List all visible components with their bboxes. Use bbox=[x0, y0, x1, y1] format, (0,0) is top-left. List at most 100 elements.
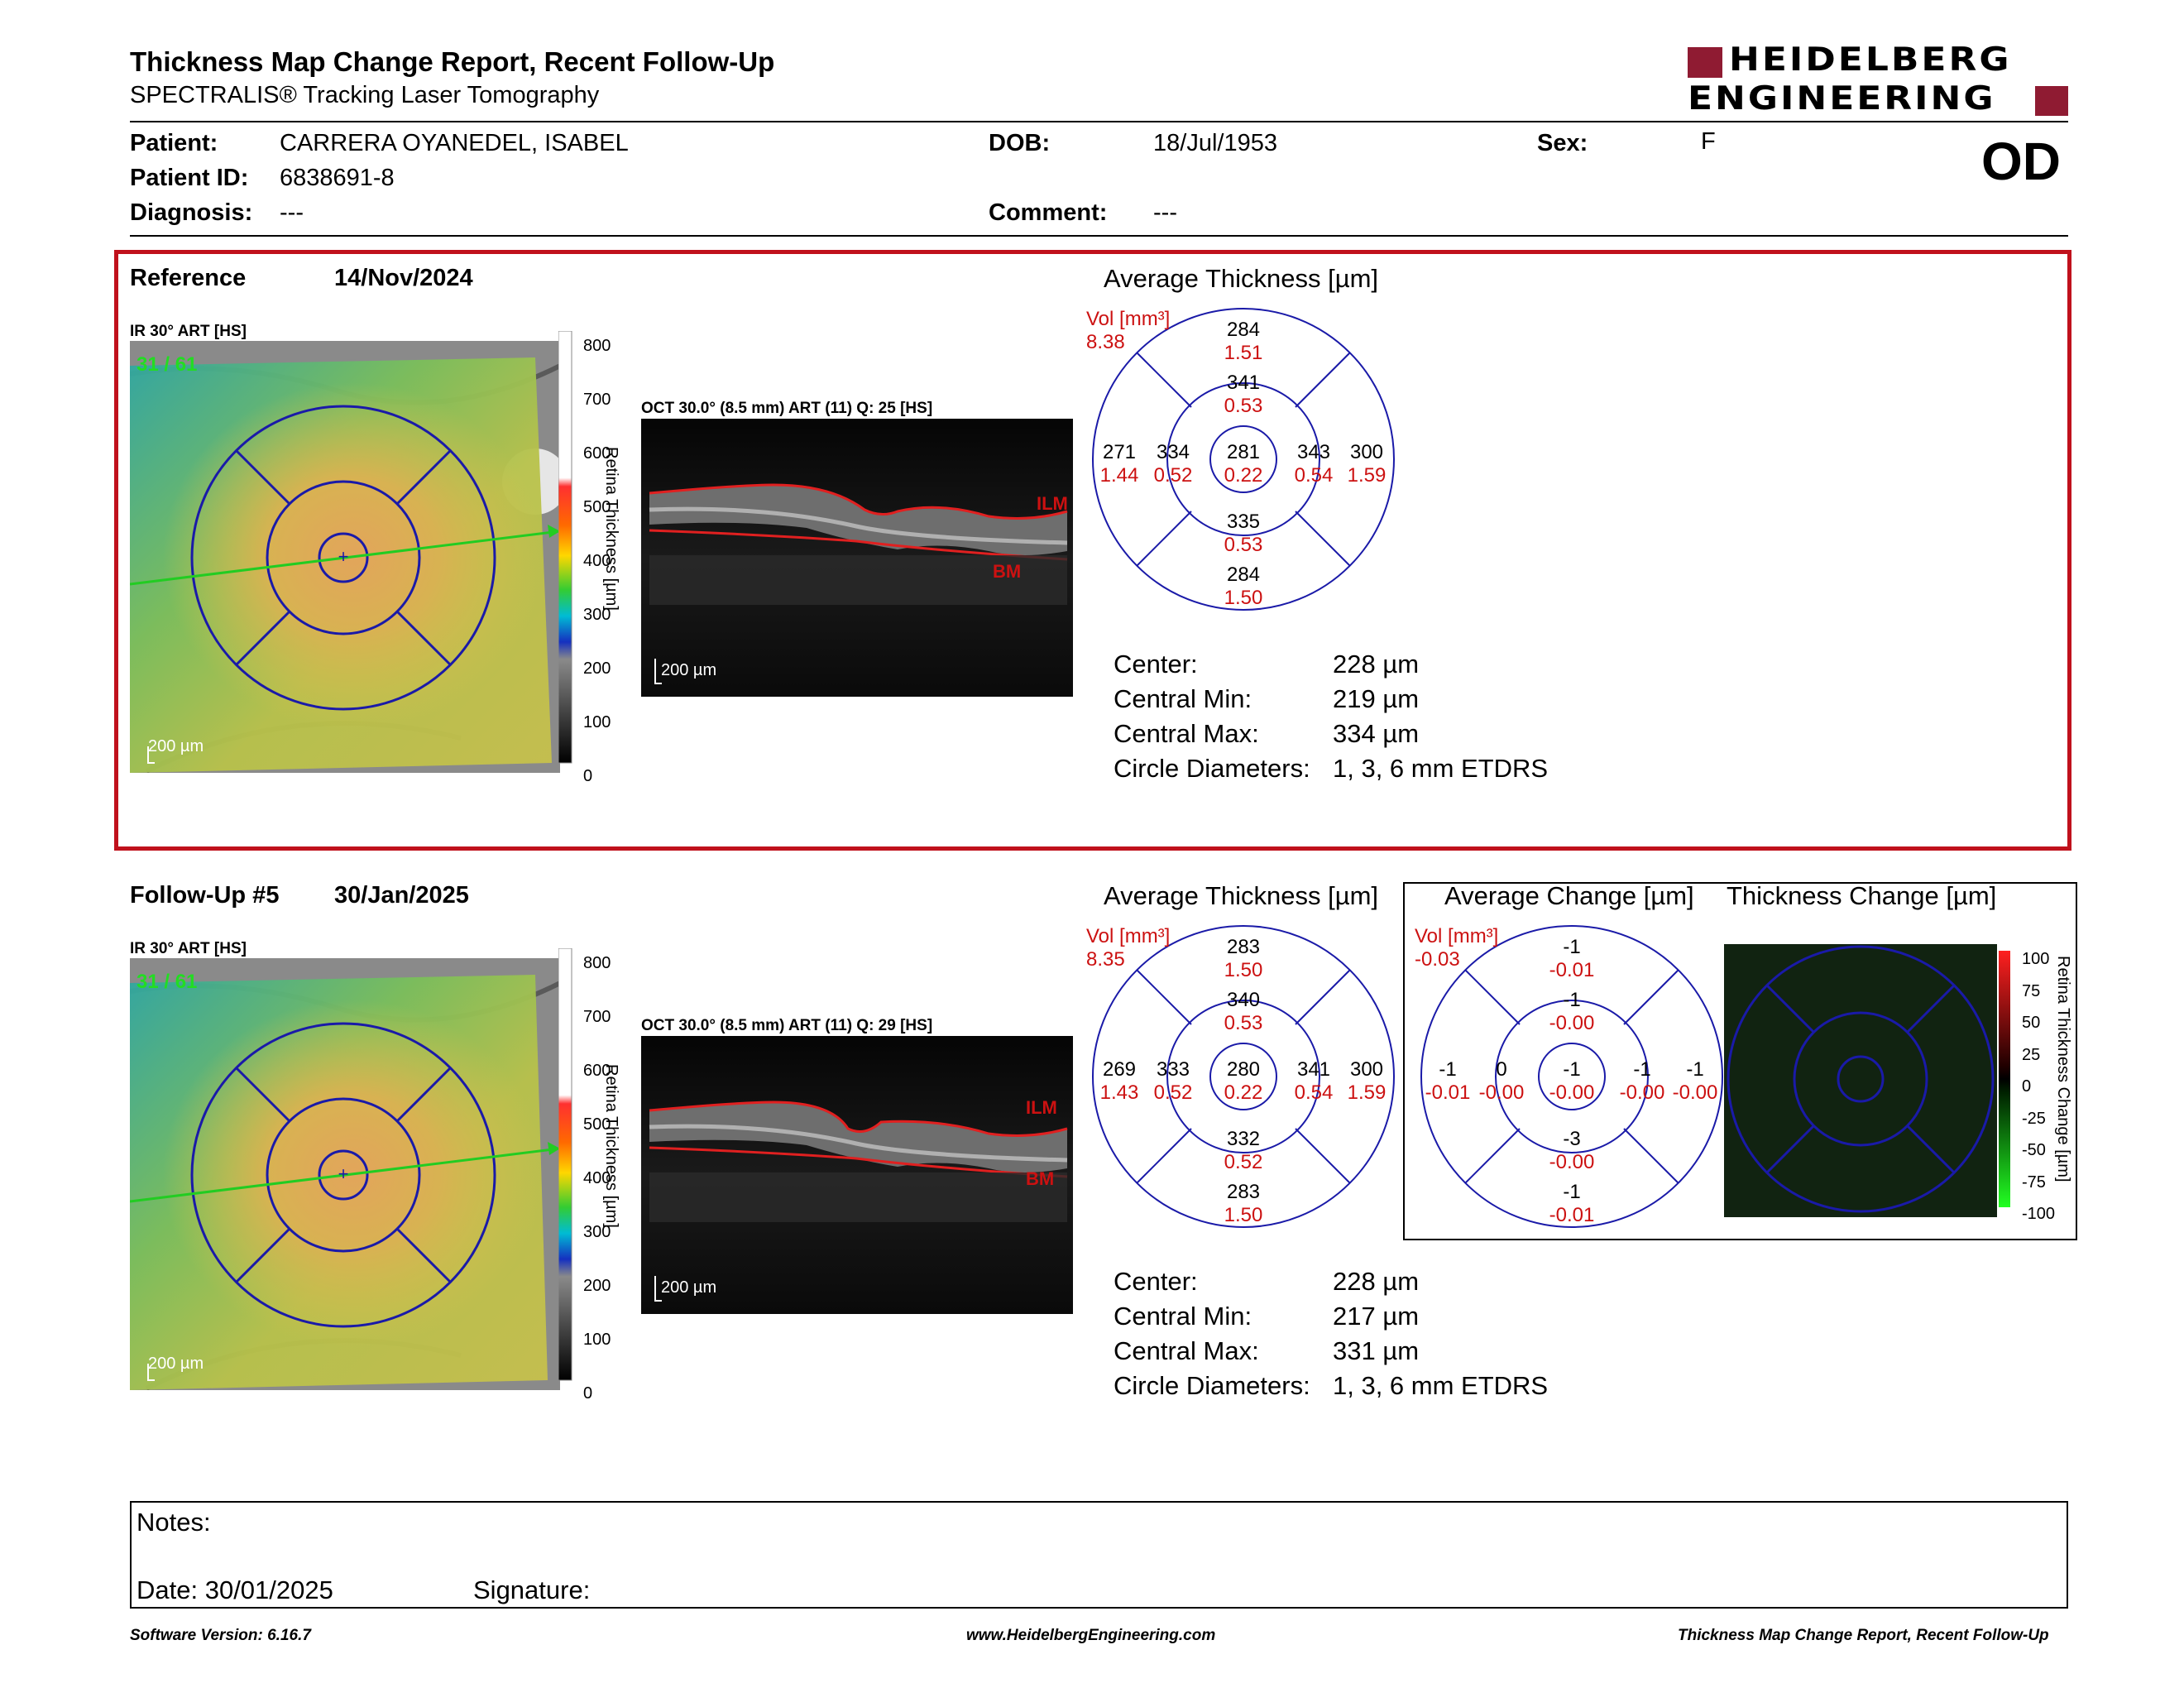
ref-oct-scale: 200 µm bbox=[661, 661, 716, 679]
ref-stats: Center: Central Min: Central Max: Circle… bbox=[1114, 650, 1310, 783]
thickness-change-map bbox=[1724, 944, 2010, 1217]
svg-text:-1: -1 bbox=[1686, 1058, 1703, 1081]
svg-text:-1: -1 bbox=[1563, 936, 1580, 958]
dob-label: DOB: bbox=[989, 130, 1051, 156]
thickness-change-title: Thickness Change [µm] bbox=[1727, 881, 1997, 910]
fu-oct-scale: 200 µm bbox=[661, 1278, 716, 1297]
fu-colorbar bbox=[558, 948, 572, 1381]
svg-text:284: 284 bbox=[1227, 563, 1260, 586]
ref-ir-label: IR 30° ART [HS] bbox=[130, 323, 247, 340]
fu-colorbar-ticks: 800 700 600 500 400 300 200 100 0 bbox=[583, 954, 611, 1403]
svg-text:-0.00: -0.00 bbox=[1549, 1081, 1595, 1104]
change-vol: Vol [mm³] -0.03 bbox=[1415, 925, 1499, 971]
svg-text:341: 341 bbox=[1297, 1058, 1330, 1081]
fu-oct-label: OCT 30.0° (8.5 mm) ART (11) Q: 29 [HS] bbox=[641, 1017, 933, 1034]
svg-text:300: 300 bbox=[1350, 1058, 1383, 1081]
fu-ir-overlay: 31 / 61 bbox=[136, 971, 197, 993]
notes-date: Date: 30/01/2025 bbox=[136, 1575, 333, 1604]
diagnosis-value: --- bbox=[280, 199, 304, 226]
svg-text:+: + bbox=[338, 546, 349, 567]
svg-text:343: 343 bbox=[1297, 441, 1330, 463]
fu-ir-label: IR 30° ART [HS] bbox=[130, 940, 247, 957]
dob-value: 18/Jul/1953 bbox=[1153, 130, 1277, 156]
diagnosis-label: Diagnosis: bbox=[130, 199, 253, 226]
ref-thickness-map: + 31 / 61 200 µm bbox=[130, 341, 560, 773]
reference-frame bbox=[114, 250, 2071, 851]
svg-text:-1: -1 bbox=[1633, 1058, 1650, 1081]
patient-id: 6838691-8 bbox=[280, 165, 395, 191]
comment-label: Comment: bbox=[989, 199, 1108, 226]
avg-change-title: Average Change [µm] bbox=[1444, 881, 1694, 910]
fu-stats-values: 228 µm 217 µm 331 µm 1, 3, 6 mm ETDRS bbox=[1333, 1267, 1549, 1400]
ref-ir-scale: 200 µm bbox=[148, 737, 204, 755]
svg-text:300: 300 bbox=[1350, 441, 1383, 463]
svg-text:+: + bbox=[338, 1163, 349, 1184]
eye-od-label: OD bbox=[1981, 132, 2061, 191]
ref-colorbar-title: Retina Thickness [µm] bbox=[602, 447, 620, 611]
svg-text:-1: -1 bbox=[1563, 989, 1580, 1011]
svg-text:334: 334 bbox=[1157, 441, 1190, 463]
svg-text:0.53: 0.53 bbox=[1224, 534, 1263, 556]
ref-vol: Vol [mm³] 8.38 bbox=[1086, 308, 1171, 353]
fu-bm-label: BM bbox=[1026, 1168, 1054, 1189]
ref-etdrs-grid: 284 1.51 341 0.53 281 0.22 335 0.53 284 … bbox=[1092, 308, 1395, 611]
svg-text:1.51: 1.51 bbox=[1224, 342, 1263, 364]
svg-text:0.52: 0.52 bbox=[1224, 1151, 1263, 1173]
ref-colorbar bbox=[558, 331, 572, 764]
fu-oct-image: ILM BM 200 µm bbox=[641, 1036, 1073, 1314]
logo-text-line1: HEIDELBERG bbox=[1729, 41, 2012, 79]
ref-bm-label: BM bbox=[993, 561, 1021, 582]
svg-text:332: 332 bbox=[1227, 1128, 1260, 1150]
footer-website-link[interactable]: www.HeidelbergEngineering.com bbox=[966, 1627, 1216, 1644]
svg-text:283: 283 bbox=[1227, 936, 1260, 958]
followup-date: 30/Jan/2025 bbox=[334, 882, 469, 909]
svg-text:0.54: 0.54 bbox=[1295, 464, 1334, 487]
change-etdrs-grid: -1 -0.01 -1 -0.00 -1 -0.00 -3 -0.00 -1 -… bbox=[1420, 925, 1723, 1228]
svg-text:1.43: 1.43 bbox=[1100, 1081, 1139, 1104]
comment-value: --- bbox=[1153, 199, 1177, 226]
ref-avg-thickness-title: Average Thickness [µm] bbox=[1104, 264, 1379, 293]
svg-text:-0.00: -0.00 bbox=[1673, 1081, 1718, 1104]
svg-text:1.44: 1.44 bbox=[1100, 464, 1139, 487]
svg-text:0.52: 0.52 bbox=[1154, 1081, 1193, 1104]
reference-date: 14/Nov/2024 bbox=[334, 265, 473, 291]
svg-text:-0.01: -0.01 bbox=[1549, 959, 1595, 981]
change-colorbar-title: Retina Thickness Change [µm] bbox=[2054, 956, 2072, 1182]
ref-colorbar-ticks: 800 700 600 500 400 300 200 100 0 bbox=[583, 337, 611, 785]
footer-software-version: Software Version: 6.16.7 bbox=[130, 1627, 311, 1644]
svg-text:0.22: 0.22 bbox=[1224, 1081, 1263, 1104]
footer-report-name: Thickness Map Change Report, Recent Foll… bbox=[1678, 1627, 2049, 1644]
sex-value: F bbox=[1701, 128, 1716, 155]
svg-text:-1: -1 bbox=[1439, 1058, 1456, 1081]
svg-text:-0.00: -0.00 bbox=[1479, 1081, 1525, 1104]
svg-text:280: 280 bbox=[1227, 1058, 1260, 1081]
fu-stats: Center: Central Min: Central Max: Circle… bbox=[1114, 1267, 1310, 1400]
patient-name: CARRERA OYANEDEL, ISABEL bbox=[280, 130, 629, 156]
notes-label: Notes: bbox=[136, 1508, 211, 1537]
report-title: Thickness Map Change Report, Recent Foll… bbox=[130, 46, 775, 77]
ref-ilm-label: ILM bbox=[1037, 493, 1068, 514]
notes-box[interactable]: Notes: Date: 30/01/2025 Signature: bbox=[130, 1501, 2068, 1609]
svg-text:1.50: 1.50 bbox=[1224, 587, 1263, 609]
svg-text:340: 340 bbox=[1227, 989, 1260, 1011]
svg-text:-3: -3 bbox=[1563, 1128, 1580, 1150]
signature-label: Signature: bbox=[473, 1575, 591, 1604]
ref-oct-image: ILM BM 200 µm bbox=[641, 419, 1073, 697]
svg-text:0.22: 0.22 bbox=[1224, 464, 1263, 487]
svg-text:0: 0 bbox=[1496, 1058, 1506, 1081]
ref-stats-values: 228 µm 219 µm 334 µm 1, 3, 6 mm ETDRS bbox=[1333, 650, 1549, 783]
svg-text:-1: -1 bbox=[1563, 1058, 1580, 1081]
change-colorbar-ticks: 100 75 50 25 0 -25 -50 -75 -100 bbox=[2022, 950, 2056, 1223]
svg-text:281: 281 bbox=[1227, 441, 1260, 463]
fu-ir-scale: 200 µm bbox=[148, 1355, 204, 1373]
fu-colorbar-title: Retina Thickness [µm] bbox=[602, 1064, 620, 1228]
change-frame bbox=[1403, 882, 2077, 1240]
svg-text:1.50: 1.50 bbox=[1224, 959, 1263, 981]
svg-text:284: 284 bbox=[1227, 319, 1260, 341]
fu-avg-thickness-title: Average Thickness [µm] bbox=[1104, 881, 1379, 910]
svg-text:1.50: 1.50 bbox=[1224, 1204, 1263, 1226]
patient-name-label: Patient: bbox=[130, 130, 218, 156]
svg-text:333: 333 bbox=[1157, 1058, 1190, 1081]
ref-oct-label: OCT 30.0° (8.5 mm) ART (11) Q: 25 [HS] bbox=[641, 400, 933, 417]
fu-etdrs-grid: 283 1.50 340 0.53 280 0.22 332 0.52 283 … bbox=[1092, 925, 1395, 1228]
